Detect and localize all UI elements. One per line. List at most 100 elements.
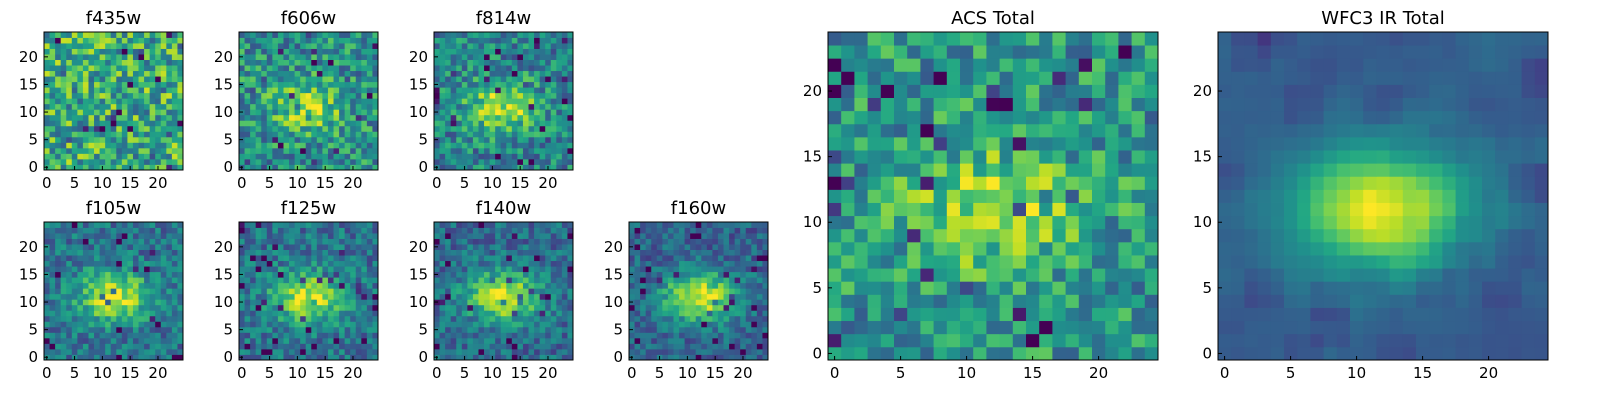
heatmap-cell [1026,150,1040,164]
heatmap-cell [673,244,680,250]
heatmap-cell [461,70,468,77]
heatmap-cell [467,158,474,165]
heatmap-cell [634,277,641,284]
heatmap-cell [311,332,318,339]
heatmap-cell [116,131,123,138]
heatmap-cell [567,271,574,278]
heatmap-cell [567,32,574,38]
heatmap-cell [283,227,290,234]
heatmap-cell [322,92,329,99]
heatmap-cell [350,142,357,149]
heatmap-cell [751,266,758,273]
heatmap-cell [305,153,312,160]
heatmap-cell [327,238,334,245]
heatmap-cell [745,288,752,295]
heatmap-cell [149,343,156,350]
heatmap-cell [556,282,563,289]
heatmap-cell [344,76,351,83]
heatmap-cell [556,288,563,295]
heatmap-cell [472,87,479,94]
heatmap-cell [105,164,112,171]
heatmap-cell [94,233,100,239]
heatmap-cell [667,222,674,228]
heatmap-cell [339,147,346,154]
heatmap-cell [495,147,502,154]
heatmap-cell [500,32,507,38]
heatmap-cell [545,43,552,49]
heatmap-cell [1078,202,1093,217]
heatmap-cell [300,271,307,278]
heatmap-cell [266,343,273,350]
heatmap-cell [361,98,368,105]
heatmap-cell [461,321,468,328]
heatmap-cell [177,315,184,322]
heatmap-cell [127,147,134,154]
heatmap-cell [266,288,273,295]
heatmap-cell [99,54,106,60]
heatmap-cell [506,233,513,239]
heatmap-cell [986,346,1000,361]
heatmap-cell [651,249,658,256]
heatmap-cell [316,244,323,250]
heatmap-cell [294,222,301,228]
heatmap-cell [272,136,279,143]
heatmap-cell [556,249,563,256]
heatmap-cell [528,87,535,94]
y-tick-label: 0 [418,348,428,366]
heatmap-cell [456,321,463,328]
heatmap-cell [289,238,295,245]
heatmap-cell [478,343,485,350]
heatmap-cell [946,215,961,230]
heatmap-cell [495,277,502,284]
heatmap-cell [522,293,529,300]
heatmap-cell [166,142,173,149]
heatmap-cell [316,315,323,322]
heatmap-cell [49,304,56,311]
heatmap-cell [99,147,106,154]
heatmap-cell [756,222,763,228]
heatmap-cell [277,326,284,333]
heatmap-cell [1144,176,1159,190]
heatmap-cell [445,48,452,55]
heatmap-cell [49,76,56,83]
heatmap-cell [651,255,658,262]
heatmap-cell [166,164,173,171]
heatmap-cell [701,293,708,300]
heatmap-cell [528,65,535,72]
heatmap-cell [144,343,151,350]
heatmap-cell [695,260,702,267]
heatmap-cell [701,299,708,306]
heatmap-cell [539,125,546,132]
heatmap-cell [71,147,78,154]
heatmap-cell [116,70,123,77]
heatmap-cell [745,293,752,300]
heatmap-cell [105,354,112,361]
heatmap-cell [166,337,173,344]
heatmap-cell [82,43,89,49]
heatmap-cell [49,109,56,116]
heatmap-cell [1118,320,1132,335]
heatmap-cell [266,326,273,333]
heatmap-cell [127,293,134,300]
heatmap-cell [344,337,351,344]
heatmap-cell [1052,281,1066,295]
heatmap-cell [634,222,641,228]
heatmap-cell [960,228,974,243]
heatmap-cell [300,348,307,355]
heatmap-cell [350,37,357,44]
heatmap-cell [171,158,178,165]
heatmap-cell [311,120,318,127]
heatmap-cell [138,92,145,99]
heatmap-cell [266,266,273,273]
heatmap-cell [723,233,730,239]
heatmap-cell [1131,241,1146,256]
heatmap-cell [94,120,100,127]
heatmap-cell [500,277,507,284]
y-tick-label: 15 [409,265,428,283]
heatmap-cell [44,120,50,127]
heatmap-cell [99,233,106,239]
heatmap-cell [701,326,708,333]
heatmap-cell [567,293,574,300]
heatmap-cell [854,346,868,361]
heatmap-cell [355,37,362,44]
